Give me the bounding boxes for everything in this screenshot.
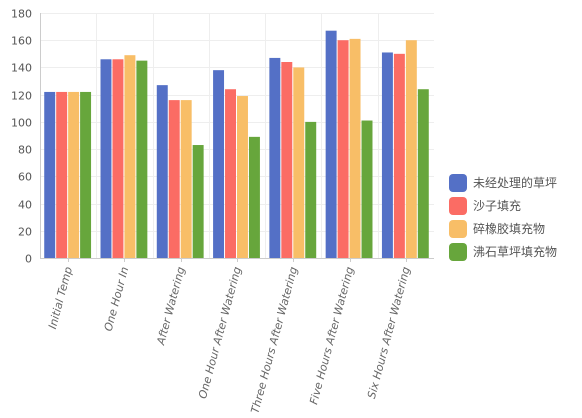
y-tick-label: 120 — [11, 90, 32, 103]
x-tick-label: Six Hours After Watering — [365, 265, 413, 400]
x-tick-label: Three Hours After Watering — [249, 265, 301, 414]
bar — [100, 59, 112, 258]
legend-swatch[interactable] — [449, 197, 467, 215]
bar — [337, 40, 349, 258]
bar — [349, 38, 361, 258]
bar — [269, 57, 281, 258]
bar — [168, 100, 180, 258]
legend-label[interactable]: 未经处理的草坪 — [473, 175, 557, 190]
bar — [393, 53, 405, 258]
bar — [80, 91, 92, 258]
legend-label[interactable]: 碎橡胶填充物 — [473, 221, 545, 236]
bar — [112, 59, 124, 258]
bar — [293, 67, 305, 258]
bar — [305, 121, 317, 258]
legend-swatch[interactable] — [449, 243, 467, 261]
y-tick-label: 160 — [11, 35, 32, 48]
bars — [44, 30, 429, 258]
bar — [361, 120, 373, 258]
bar — [225, 89, 236, 258]
bar — [381, 52, 393, 258]
y-tick-label: 180 — [11, 8, 32, 21]
bar — [156, 85, 168, 258]
y-tick-label: 20 — [18, 226, 32, 239]
legend-label[interactable]: 沙子填充 — [473, 198, 521, 213]
x-tick-label: One Hour After Watering — [196, 265, 244, 400]
bar — [68, 91, 80, 258]
bar — [248, 136, 260, 258]
bar — [136, 60, 148, 258]
bar — [325, 30, 337, 258]
bar — [44, 91, 56, 258]
x-tick-label: Initial Temp — [46, 265, 75, 330]
legend-label[interactable]: 沸石草坪填充物 — [473, 244, 557, 259]
bar — [192, 145, 204, 258]
y-tick-label: 60 — [18, 171, 32, 184]
bar — [237, 96, 248, 258]
bar — [56, 91, 68, 258]
bar — [213, 70, 225, 258]
y-tick-label: 40 — [18, 199, 32, 212]
x-tick-label: After Watering — [154, 265, 188, 347]
y-tick-label: 100 — [11, 117, 32, 130]
bar — [417, 89, 429, 258]
x-tick-label: Five Hours After Watering — [307, 265, 356, 406]
y-tick-label: 80 — [18, 144, 32, 157]
y-tick-label: 140 — [11, 62, 32, 75]
x-tick-label: One Hour In — [102, 265, 132, 332]
bar — [281, 62, 293, 258]
legend-swatch[interactable] — [449, 220, 467, 238]
bar — [180, 100, 192, 258]
bar — [405, 40, 417, 258]
bar — [124, 55, 136, 258]
legend-swatch[interactable] — [449, 174, 467, 192]
y-tick-label: 0 — [25, 253, 32, 266]
